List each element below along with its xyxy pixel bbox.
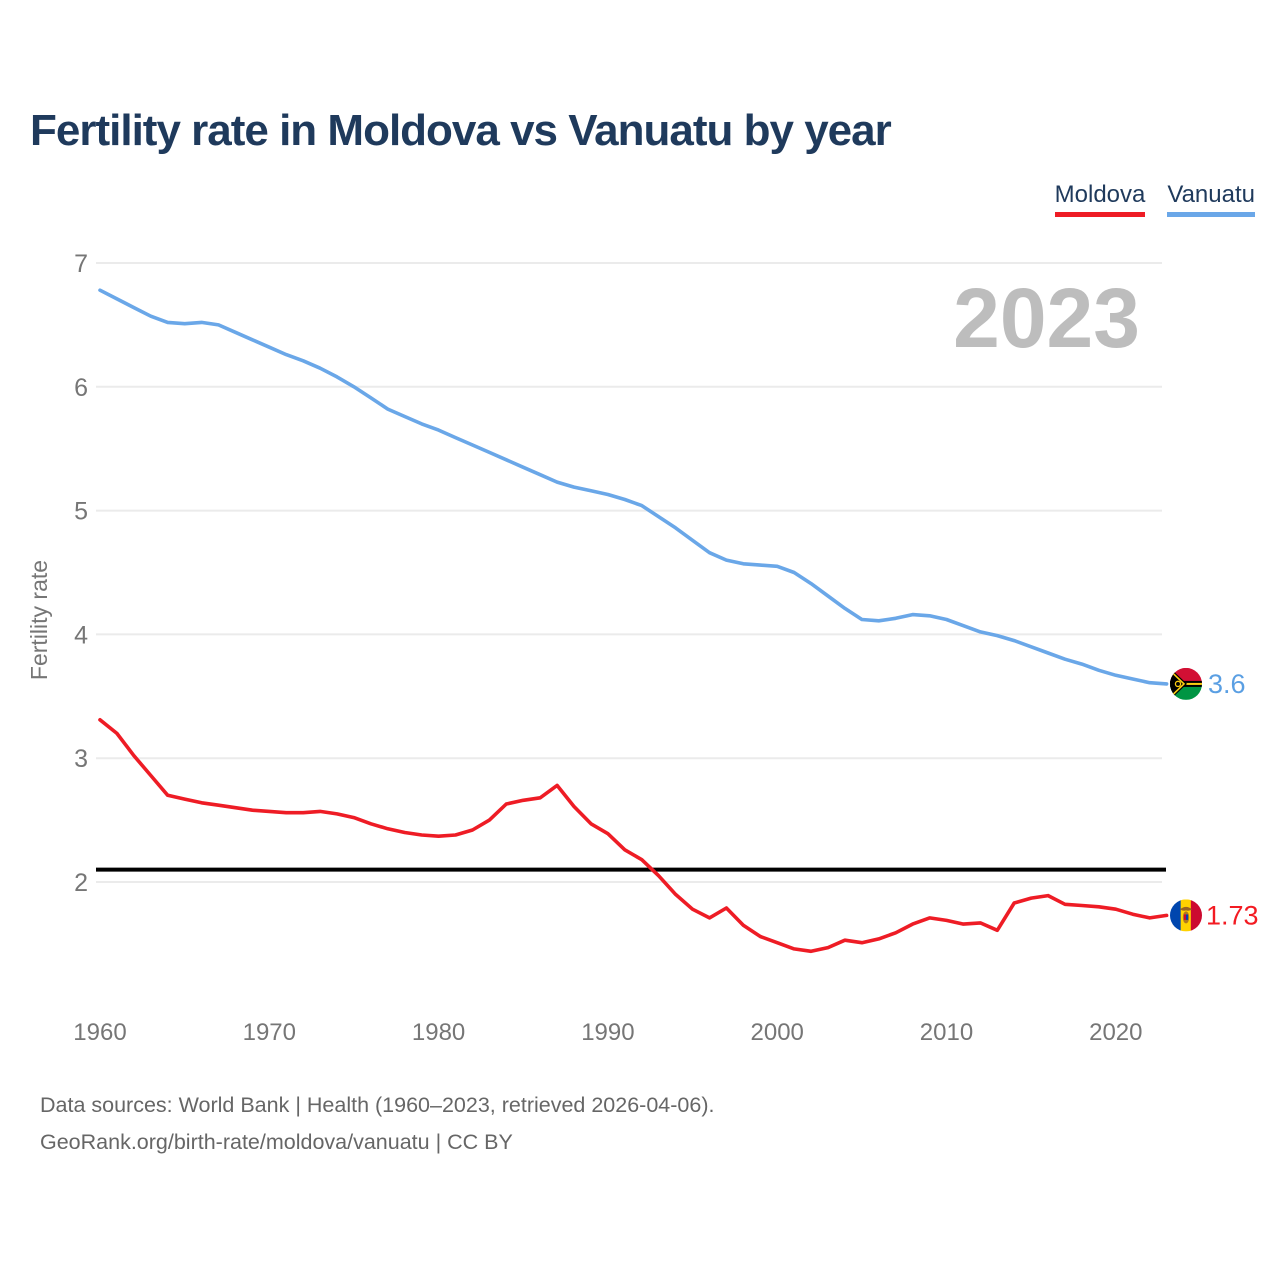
legend-item-vanuatu[interactable]: Vanuatu — [1167, 181, 1255, 217]
x-tick-label-1990: 1990 — [581, 1019, 634, 1046]
x-tick-label-1960: 1960 — [73, 1019, 126, 1046]
attribution-text: GeoRank.org/birth-rate/moldova/vanuatu |… — [40, 1130, 513, 1154]
moldova-end-value-label: 1.73 — [1206, 900, 1259, 930]
x-tick-label-1970: 1970 — [243, 1019, 296, 1046]
x-tick-label-1980: 1980 — [412, 1019, 465, 1046]
x-tick-label-2010: 2010 — [920, 1019, 973, 1046]
x-tick-label-2020: 2020 — [1089, 1019, 1142, 1046]
moldova-line — [98, 717, 1169, 954]
vanuatu-flag-icon — [1170, 667, 1202, 700]
y-tick-label-2: 2 — [74, 869, 88, 897]
page-title: Fertility rate in Moldova vs Vanuatu by … — [30, 106, 892, 155]
legend-label-vanuatu: Vanuatu — [1167, 181, 1255, 208]
vanuatu-line — [98, 288, 1169, 686]
legend-label-moldova: Moldova — [1054, 181, 1146, 208]
y-tick-label-7: 7 — [74, 250, 88, 278]
y-axis-title: Fertility rate — [26, 560, 52, 680]
y-tick-label-4: 4 — [74, 621, 88, 649]
watermark-year: 2023 — [953, 271, 1140, 365]
y-tick-label-3: 3 — [74, 745, 88, 773]
footer: Data sources: World Bank | Health (1960–… — [40, 1087, 714, 1161]
y-tick-label-6: 6 — [74, 374, 88, 402]
legend: Moldova Vanuatu — [1054, 181, 1255, 217]
data-sources-text: Data sources: World Bank | Health (1960–… — [40, 1093, 715, 1117]
x-tick-label-2000: 2000 — [751, 1019, 804, 1046]
legend-item-moldova[interactable]: Moldova — [1054, 181, 1146, 217]
moldova-flag-icon — [1170, 899, 1202, 932]
y-tick-label-5: 5 — [74, 498, 88, 526]
vanuatu-end-value-label: 3.6 — [1208, 669, 1246, 699]
